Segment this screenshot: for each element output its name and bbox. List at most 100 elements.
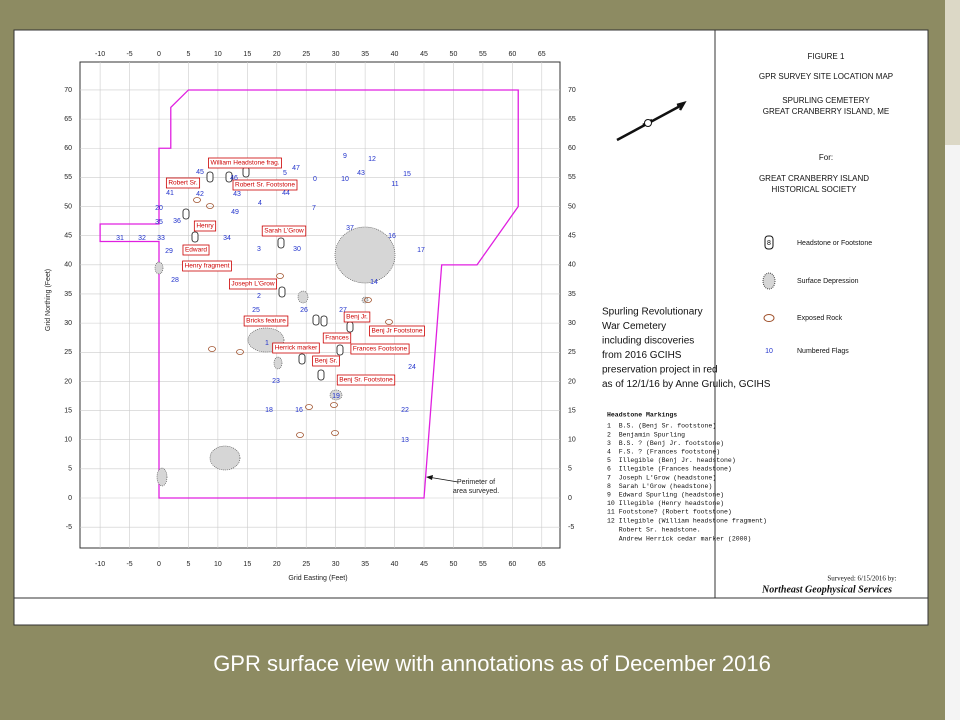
y-tick-label: 15 bbox=[568, 407, 576, 414]
annotation-label: Henry fragment bbox=[185, 263, 230, 270]
surface-depression bbox=[156, 467, 168, 487]
flag-number: 32 bbox=[138, 235, 146, 242]
marking-extra: Robert Sr. headstone. bbox=[607, 527, 701, 534]
x-tick-label: -5 bbox=[126, 51, 132, 58]
marking-line: 2 Benjamin Spurling bbox=[607, 431, 685, 438]
x-tick-label: -10 bbox=[95, 51, 105, 58]
flag-number: 41 bbox=[166, 190, 174, 197]
y-tick-label: 60 bbox=[568, 145, 576, 152]
annotation-box bbox=[336, 374, 396, 386]
y-tick-label: 25 bbox=[568, 349, 576, 356]
legend-flag: 10 bbox=[765, 348, 773, 355]
x-tick-label: 25 bbox=[302, 51, 310, 58]
flag-number: 14 bbox=[370, 279, 378, 286]
flag-number: 30 bbox=[293, 246, 301, 253]
y-tick-label: 50 bbox=[568, 203, 576, 210]
x-tick-label: 15 bbox=[243, 51, 251, 58]
y-tick-label: 70 bbox=[568, 87, 576, 94]
x-tick-label: 10 bbox=[214, 51, 222, 58]
flag-number: 49 bbox=[231, 209, 239, 216]
flag-number: 29 bbox=[165, 248, 173, 255]
legend-headstone bbox=[764, 235, 774, 250]
legend-rock bbox=[763, 314, 775, 322]
annotation-box bbox=[350, 343, 410, 355]
annotation-box bbox=[369, 325, 425, 337]
exposed-rock bbox=[385, 319, 393, 325]
annotation-label: Henry bbox=[196, 223, 214, 230]
annotation-box bbox=[343, 311, 371, 323]
flag-number: 45 bbox=[196, 169, 204, 176]
flag-number: 10 bbox=[341, 176, 349, 183]
headstone bbox=[336, 344, 344, 356]
x-tick-label: 0 bbox=[157, 51, 161, 58]
x-tick-label: 20 bbox=[273, 561, 281, 568]
figure-title: GPR SURVEY SITE LOCATION MAP bbox=[759, 72, 893, 81]
marking-line: 7 Joseph L'Grow (headstone) bbox=[607, 474, 716, 481]
annotation-label: Joseph L'Grow bbox=[231, 281, 274, 288]
flag-number: 47 bbox=[292, 165, 300, 172]
exposed-rock bbox=[330, 402, 338, 408]
x-tick-label: 60 bbox=[508, 51, 516, 58]
description-line: Spurling Revolutionary bbox=[602, 307, 703, 318]
x-tick-label: 0 bbox=[157, 561, 161, 568]
annotation-label: Robert Sr. bbox=[168, 180, 197, 187]
flag-number: 5 bbox=[283, 170, 287, 177]
annotation-box bbox=[165, 177, 201, 189]
flag-number: 9 bbox=[343, 153, 347, 160]
exposed-rock bbox=[206, 203, 214, 209]
for-label: For: bbox=[819, 153, 833, 162]
x-tick-label: 20 bbox=[273, 51, 281, 58]
y-tick-label: 30 bbox=[64, 320, 72, 327]
survey-perimeter bbox=[99, 89, 519, 499]
y-tick-label: 55 bbox=[64, 174, 72, 181]
marking-line: 3 B.S. ? (Benj Jr. footstone) bbox=[607, 440, 724, 447]
y-tick-label: 50 bbox=[64, 203, 72, 210]
x-tick-label: 45 bbox=[420, 561, 428, 568]
y-tick-label: 60 bbox=[64, 145, 72, 152]
y-tick-label: 10 bbox=[64, 437, 72, 444]
flag-number: 43 bbox=[357, 170, 365, 177]
y-tick-label: 20 bbox=[568, 378, 576, 385]
note-arrow bbox=[427, 476, 459, 483]
markings-title: Headstone Markings bbox=[607, 412, 677, 419]
surface-depression bbox=[209, 445, 241, 471]
flag-number: 2 bbox=[257, 293, 261, 300]
x-tick-label: 60 bbox=[508, 561, 516, 568]
x-axis-title: Grid Easting (Feet) bbox=[288, 575, 347, 582]
flag-number: 44 bbox=[282, 190, 290, 197]
description-line: as of 12/1/16 by Anne Grulich, GCIHS bbox=[602, 379, 771, 390]
headstone bbox=[298, 353, 306, 365]
flag-number: 35 bbox=[155, 219, 163, 226]
marking-line: 1 B.S. (Benj Sr. footstone) bbox=[607, 423, 716, 430]
x-tick-label: 35 bbox=[361, 561, 369, 568]
headstone bbox=[317, 369, 325, 381]
flag-number: 23 bbox=[272, 378, 280, 385]
y-tick-label: 35 bbox=[568, 291, 576, 298]
annotation-box bbox=[272, 342, 320, 354]
y-tick-label: 5 bbox=[568, 466, 572, 473]
flag-number: 33 bbox=[157, 235, 165, 242]
marking-line: 10 Illegible (Henry headstone) bbox=[607, 500, 724, 507]
exposed-rock bbox=[296, 432, 304, 438]
flag-number: 46 bbox=[230, 175, 238, 182]
note-arrowhead bbox=[426, 475, 433, 480]
exposed-rock bbox=[193, 197, 201, 203]
edge-strip-top bbox=[945, 0, 960, 145]
legend-label: Headstone or Footstone bbox=[797, 240, 872, 247]
caption: GPR surface view with annotations as of … bbox=[213, 651, 771, 676]
annotation-box bbox=[232, 179, 298, 191]
y-tick-label: 45 bbox=[64, 233, 72, 240]
flag-number: 34 bbox=[223, 235, 231, 242]
north-arrow-hub bbox=[644, 119, 652, 127]
x-tick-label: 30 bbox=[332, 51, 340, 58]
client-name: HISTORICAL SOCIETY bbox=[772, 185, 858, 194]
annotation-box bbox=[193, 220, 217, 232]
annotation-label: Bricks feature bbox=[246, 318, 286, 325]
annotation-box bbox=[182, 244, 210, 256]
x-tick-label: 55 bbox=[479, 51, 487, 58]
annotation-box bbox=[243, 315, 289, 327]
marking-line: 5 Illegible (Benj Jr. headstone) bbox=[607, 457, 736, 464]
exposed-rock bbox=[236, 349, 244, 355]
flag-number: 7 bbox=[312, 205, 316, 212]
exposed-rock bbox=[276, 273, 284, 279]
